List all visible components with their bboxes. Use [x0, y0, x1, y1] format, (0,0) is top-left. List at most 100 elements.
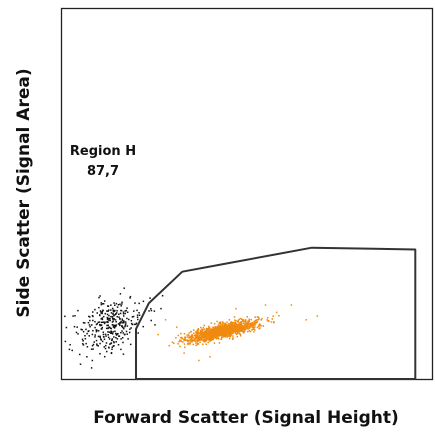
data-point-series-2 — [82, 340, 84, 342]
data-point-series-1 — [205, 338, 208, 340]
data-point-series-1 — [217, 336, 219, 338]
data-point-series-1 — [183, 339, 186, 342]
data-point-series-2 — [104, 321, 106, 324]
data-point-series-1 — [243, 320, 245, 323]
data-point-series-1 — [236, 331, 239, 333]
data-point-series-2 — [119, 324, 121, 327]
data-point-series-1 — [209, 334, 212, 336]
data-point-series-1 — [196, 331, 198, 334]
data-point-series-1 — [173, 342, 175, 345]
data-point-series-1 — [220, 330, 223, 332]
data-point-series-2 — [111, 307, 114, 310]
data-point-series-1 — [220, 332, 223, 335]
data-point-series-1 — [168, 344, 171, 347]
data-point-series-1 — [257, 325, 260, 328]
data-point-series-1 — [202, 329, 204, 331]
data-point-series-1 — [247, 321, 249, 324]
data-point-series-2 — [98, 296, 100, 299]
data-point-series-2 — [91, 344, 94, 347]
y-axis-label: Side Scatter (Signal Area) — [14, 68, 34, 317]
data-point-series-1 — [259, 327, 261, 329]
data-point-series-1 — [201, 338, 204, 341]
data-point-series-1 — [242, 320, 245, 322]
data-point-series-1 — [261, 317, 263, 320]
data-point-series-1 — [186, 336, 189, 338]
data-point-series-2 — [113, 336, 115, 338]
data-point-series-1 — [220, 326, 223, 328]
data-point-series-2 — [82, 330, 85, 333]
data-point-series-2 — [99, 352, 101, 355]
data-point-series-2 — [91, 359, 94, 362]
data-point-series-2 — [92, 343, 95, 346]
data-point-series-2 — [111, 315, 114, 318]
data-point-series-2 — [126, 317, 128, 320]
data-point-series-1 — [234, 331, 236, 334]
data-point-series-1 — [202, 340, 205, 342]
data-point-series-1 — [218, 342, 221, 344]
data-point-series-2 — [115, 312, 118, 314]
data-point-series-1 — [196, 343, 199, 346]
data-point-series-2 — [95, 339, 98, 342]
data-point-series-2 — [80, 328, 82, 331]
data-point-series-1 — [226, 332, 229, 335]
data-point-series-1 — [267, 320, 270, 322]
data-point-series-1 — [247, 323, 250, 326]
data-point-series-2 — [104, 333, 107, 336]
data-point-series-1 — [207, 334, 210, 337]
data-point-series-1 — [245, 321, 247, 323]
data-point-series-1 — [254, 326, 256, 329]
data-point-series-2 — [84, 334, 86, 337]
data-point-series-1 — [184, 336, 187, 339]
data-point-series-2 — [91, 333, 94, 336]
data-point-series-1 — [202, 336, 205, 338]
data-point-series-2 — [122, 326, 124, 328]
data-point-series-1 — [196, 342, 199, 344]
data-point-series-2 — [95, 330, 98, 333]
data-point-series-1 — [234, 324, 237, 326]
data-point-series-1 — [210, 328, 213, 330]
data-point-series-1 — [236, 326, 238, 329]
data-point-series-1 — [243, 326, 245, 328]
data-point-series-1 — [195, 344, 197, 347]
data-point-series-2 — [89, 319, 91, 322]
data-point-series-2 — [106, 305, 109, 307]
data-point-series-1 — [218, 331, 221, 334]
data-point-series-2 — [102, 333, 105, 336]
data-point-series-2 — [112, 320, 115, 322]
data-point-series-1 — [201, 332, 204, 335]
data-point-series-2 — [113, 302, 115, 304]
data-point-series-1 — [177, 334, 180, 337]
data-point-series-2 — [142, 300, 145, 303]
data-point-series-1 — [188, 339, 190, 342]
data-point-series-1 — [211, 335, 214, 338]
data-point-series-1 — [211, 338, 214, 340]
data-point-series-1 — [195, 337, 197, 340]
data-point-series-1 — [199, 334, 202, 336]
data-point-series-2 — [116, 315, 119, 318]
data-point-series-1 — [231, 323, 233, 326]
data-point-series-1 — [246, 327, 248, 330]
data-point-series-2 — [111, 321, 114, 323]
data-point-series-1 — [248, 320, 250, 323]
data-point-series-1 — [232, 324, 235, 327]
data-point-series-2 — [148, 310, 150, 312]
data-point-series-1 — [187, 343, 189, 345]
data-point-series-1 — [200, 338, 202, 341]
data-point-series-2 — [137, 318, 139, 321]
data-point-series-1 — [214, 328, 216, 330]
data-point-series-1 — [217, 332, 219, 335]
data-point-series-1 — [213, 335, 216, 338]
data-point-series-1 — [229, 328, 232, 330]
data-point-series-1 — [190, 331, 192, 333]
data-point-series-2 — [115, 320, 117, 323]
data-point-series-1 — [175, 326, 178, 328]
data-point-series-1 — [211, 329, 213, 331]
data-point-series-1 — [213, 323, 216, 325]
data-point-series-2 — [124, 321, 127, 323]
data-point-series-2 — [117, 323, 120, 325]
data-point-series-1 — [211, 333, 214, 336]
data-point-series-2 — [124, 310, 126, 312]
data-point-series-1 — [192, 343, 195, 346]
data-point-series-2 — [92, 311, 94, 313]
data-point-series-2 — [113, 345, 115, 347]
